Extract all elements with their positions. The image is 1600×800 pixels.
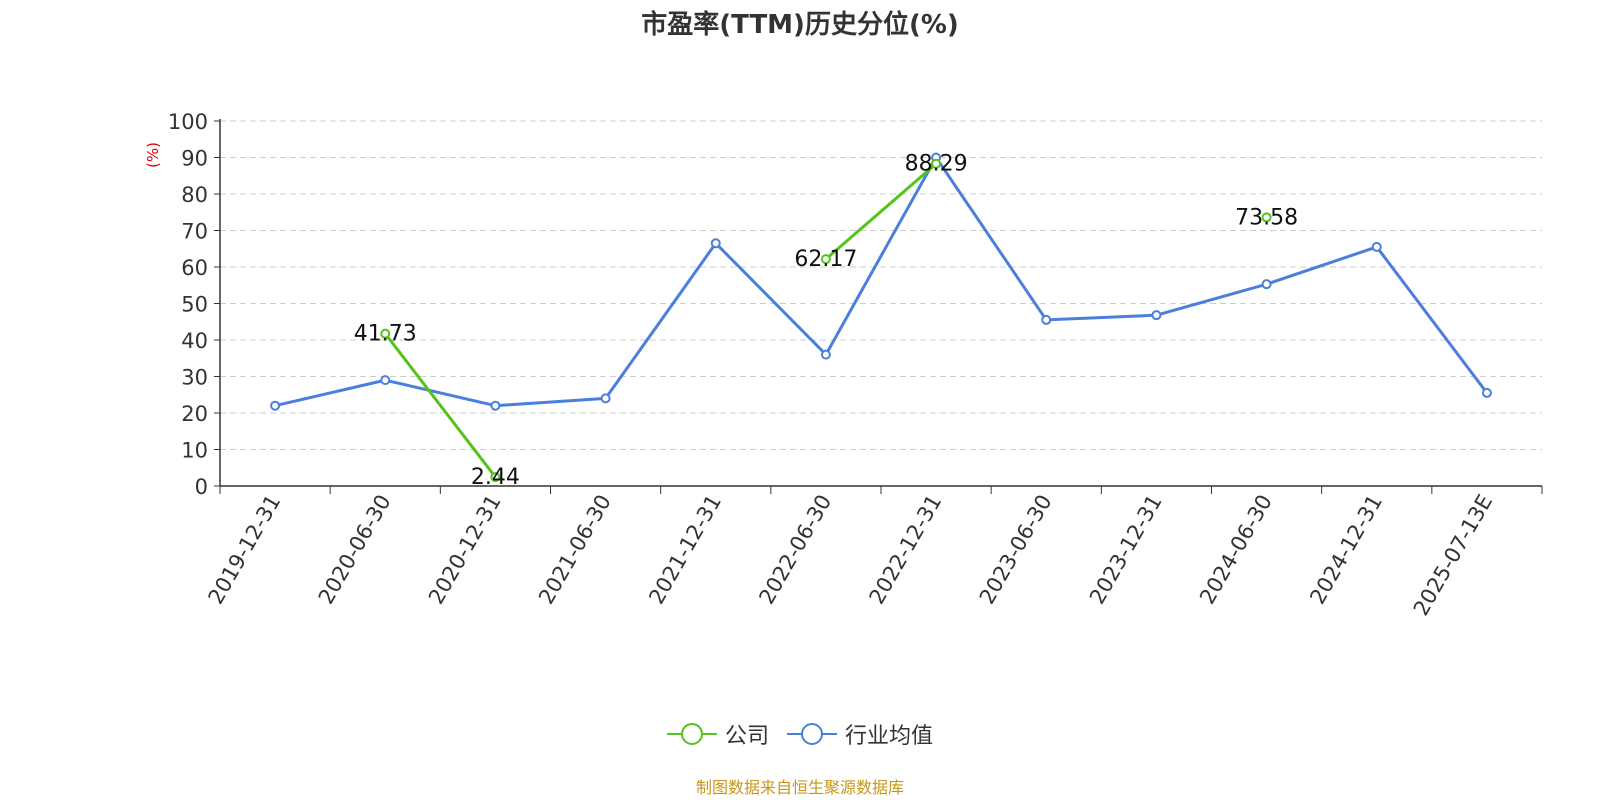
data-labels: 41.73 2.44 62.17 88.29 73.58 xyxy=(354,152,1298,490)
legend-item-company[interactable]: 公司 xyxy=(666,718,769,750)
legend-industry-marker-icon xyxy=(787,723,837,745)
industry-data-point xyxy=(600,393,611,404)
industry-data-point xyxy=(1041,314,1052,325)
industry-data-point xyxy=(710,238,721,249)
source-note: 制图数据来自恒生聚源数据库 xyxy=(695,778,904,797)
x-tick-label: 2021-06-30 xyxy=(534,491,616,609)
y-tick-label: 10 xyxy=(181,439,208,463)
axes: 0 10 20 30 40 50 60 70 80 90 100 2019-12-31 2020-06-… xyxy=(168,110,1543,620)
x-tick-label: 2024-06-30 xyxy=(1195,491,1277,609)
industry-data-point xyxy=(1151,310,1162,321)
company-data-label: 2.44 xyxy=(471,465,520,490)
company-data-point xyxy=(820,254,831,265)
chart-title: 市盈率(TTM)历史分位(%) xyxy=(641,10,959,40)
company-data-point xyxy=(490,472,501,483)
company-data-point xyxy=(380,328,391,339)
company-data-label: 62.17 xyxy=(794,247,857,272)
company-data-label: 73.58 xyxy=(1235,205,1298,230)
y-tick-label: 0 xyxy=(195,475,208,499)
y-tick-label: 30 xyxy=(181,366,208,390)
y-tick-label: 100 xyxy=(168,110,208,134)
y-tick-label: 70 xyxy=(181,220,208,244)
x-tick-label: 2021-12-31 xyxy=(644,491,726,609)
industry-series-line xyxy=(274,156,1489,408)
x-tick-label: 2023-06-30 xyxy=(975,491,1057,609)
industry-data-point xyxy=(380,375,391,386)
legend-industry-label: 行业均值 xyxy=(845,724,934,749)
company-data-label: 88.29 xyxy=(905,152,968,177)
x-tick-label: 2023-12-31 xyxy=(1085,491,1167,609)
grid-lines xyxy=(220,120,1542,450)
x-tick-label: 2020-12-31 xyxy=(424,490,506,608)
x-tick-label: 2020-06-30 xyxy=(314,491,396,609)
company-series-line xyxy=(824,162,938,261)
industry-data-point xyxy=(1481,387,1492,398)
legend-company-marker-icon xyxy=(666,723,717,745)
data-points xyxy=(270,152,1492,483)
company-data-label: 41.73 xyxy=(354,322,417,347)
legend-company-label: 公司 xyxy=(724,724,769,749)
y-tick-label: 20 xyxy=(181,402,208,426)
legend: 公司 行业均值 xyxy=(0,718,1600,750)
y-tick-label: 40 xyxy=(181,329,208,353)
industry-data-point xyxy=(1261,279,1272,290)
industry-data-point xyxy=(820,349,831,360)
company-series-line xyxy=(384,332,497,479)
x-tick-label: 2019-12-31 xyxy=(204,491,286,609)
x-tick-label: 2025-07-13E xyxy=(1409,491,1497,620)
x-tick-label: 2022-06-30 xyxy=(754,491,836,609)
industry-data-point xyxy=(1371,241,1382,252)
x-tick-label: 2022-12-31 xyxy=(865,490,947,608)
company-data-point xyxy=(931,158,942,169)
legend-item-industry[interactable]: 行业均值 xyxy=(787,718,933,750)
industry-data-point xyxy=(270,400,281,411)
y-tick-label: 80 xyxy=(181,183,208,207)
company-data-point xyxy=(1261,212,1272,223)
x-tick-label: 2024-12-31 xyxy=(1305,491,1387,609)
series-lines xyxy=(274,156,1489,479)
y-tick-label: 50 xyxy=(181,293,208,317)
industry-data-point xyxy=(490,400,501,411)
y-tick-label: 90 xyxy=(181,147,208,171)
y-tick-label: 60 xyxy=(181,256,208,280)
